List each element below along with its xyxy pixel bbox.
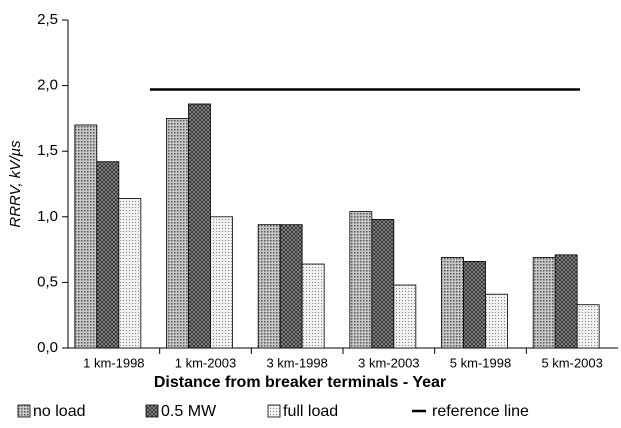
- legend-swatch: [17, 404, 31, 418]
- y-tick-label: 2,5: [37, 11, 58, 28]
- bar: [188, 103, 211, 349]
- bar: [118, 198, 142, 349]
- bar: [393, 284, 417, 349]
- x-tick-label: 1 km-1998: [83, 355, 144, 370]
- bar: [554, 254, 578, 349]
- bar: [463, 261, 486, 349]
- bar: [279, 224, 303, 349]
- legend-label: 0.5 MW: [161, 403, 217, 420]
- y-tick-label: 0,0: [37, 339, 58, 356]
- y-tick-label: 2,0: [37, 77, 58, 94]
- bar: [441, 257, 464, 349]
- bar: [74, 124, 98, 349]
- x-tick-label: 3 km-2003: [358, 355, 419, 370]
- bar: [485, 293, 508, 349]
- x-tick-label: 5 km-2003: [541, 355, 602, 370]
- bar: [349, 211, 373, 349]
- bar: [576, 304, 600, 349]
- x-tick-label: 5 km-1998: [450, 355, 511, 370]
- x-axis-title: Distance from breaker terminals - Year: [154, 374, 446, 391]
- legend-label: full load: [283, 403, 338, 420]
- y-axis-title: RRRV, kV/µs: [7, 140, 24, 228]
- legend-swatch: [145, 404, 159, 418]
- bar: [210, 216, 233, 349]
- bar: [301, 263, 325, 349]
- legend-swatch: [267, 404, 281, 418]
- y-tick-label: 1,0: [37, 208, 58, 225]
- x-tick-label: 3 km-1998: [266, 355, 327, 370]
- legend-label: reference line: [432, 403, 529, 420]
- bar: [257, 224, 281, 349]
- legend-label: no load: [33, 403, 86, 420]
- bar: [166, 118, 189, 349]
- y-tick-label: 0,5: [37, 273, 58, 290]
- bar: [96, 161, 120, 349]
- bar: [532, 257, 556, 349]
- bar: [371, 219, 395, 349]
- x-tick-label: 1 km-2003: [175, 355, 236, 370]
- y-tick-label: 1,5: [37, 142, 58, 159]
